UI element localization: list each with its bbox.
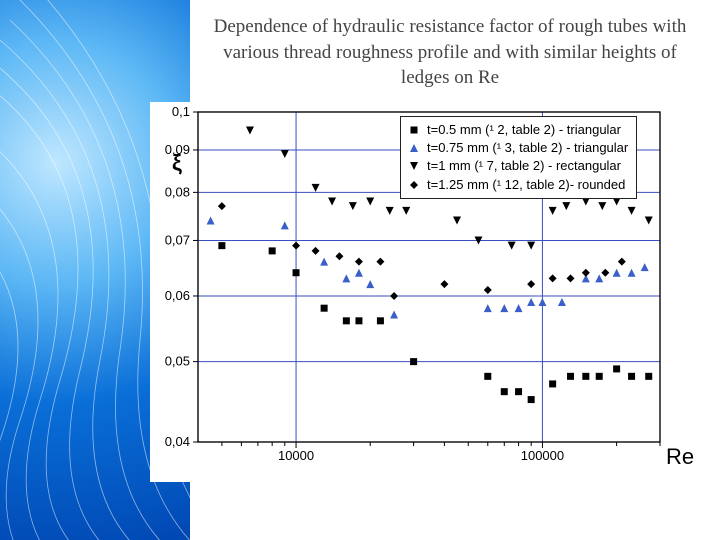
svg-text:0,06: 0,06 [165,288,190,303]
legend-item: t=1 mm (¹ 7, table 2) - rectangular [407,157,628,175]
svg-text:100000: 100000 [521,448,564,463]
legend: t=0.5 mm (¹ 2, table 2) - triangulart=0.… [400,116,637,199]
legend-item: t=0.75 mm (¹ 3, table 2) - triangular [407,139,628,157]
svg-text:0,07: 0,07 [165,232,190,247]
svg-text:0,04: 0,04 [165,434,190,449]
legend-label: t=1.25 mm (¹ 12, table 2)- rounded [427,176,625,194]
legend-label: t=1 mm (¹ 7, table 2) - rectangular [427,157,621,175]
svg-text:0,1: 0,1 [172,104,190,119]
x-axis-label: Re [666,444,694,470]
chart-title: Dependence of hydraulic resistance facto… [200,14,700,91]
legend-item: t=0.5 mm (¹ 2, table 2) - triangular [407,121,628,139]
svg-text:10000: 10000 [278,448,314,463]
legend-label: t=0.75 mm (¹ 3, table 2) - triangular [427,139,628,157]
svg-text:0,05: 0,05 [165,354,190,369]
svg-text:0,08: 0,08 [165,184,190,199]
legend-item: t=1.25 mm (¹ 12, table 2)- rounded [407,176,628,194]
scatter-chart: 0,040,050,060,070,080,090,110000100000 ξ… [150,102,705,482]
y-axis-label: ξ [172,150,182,176]
legend-label: t=0.5 mm (¹ 2, table 2) - triangular [427,121,621,139]
